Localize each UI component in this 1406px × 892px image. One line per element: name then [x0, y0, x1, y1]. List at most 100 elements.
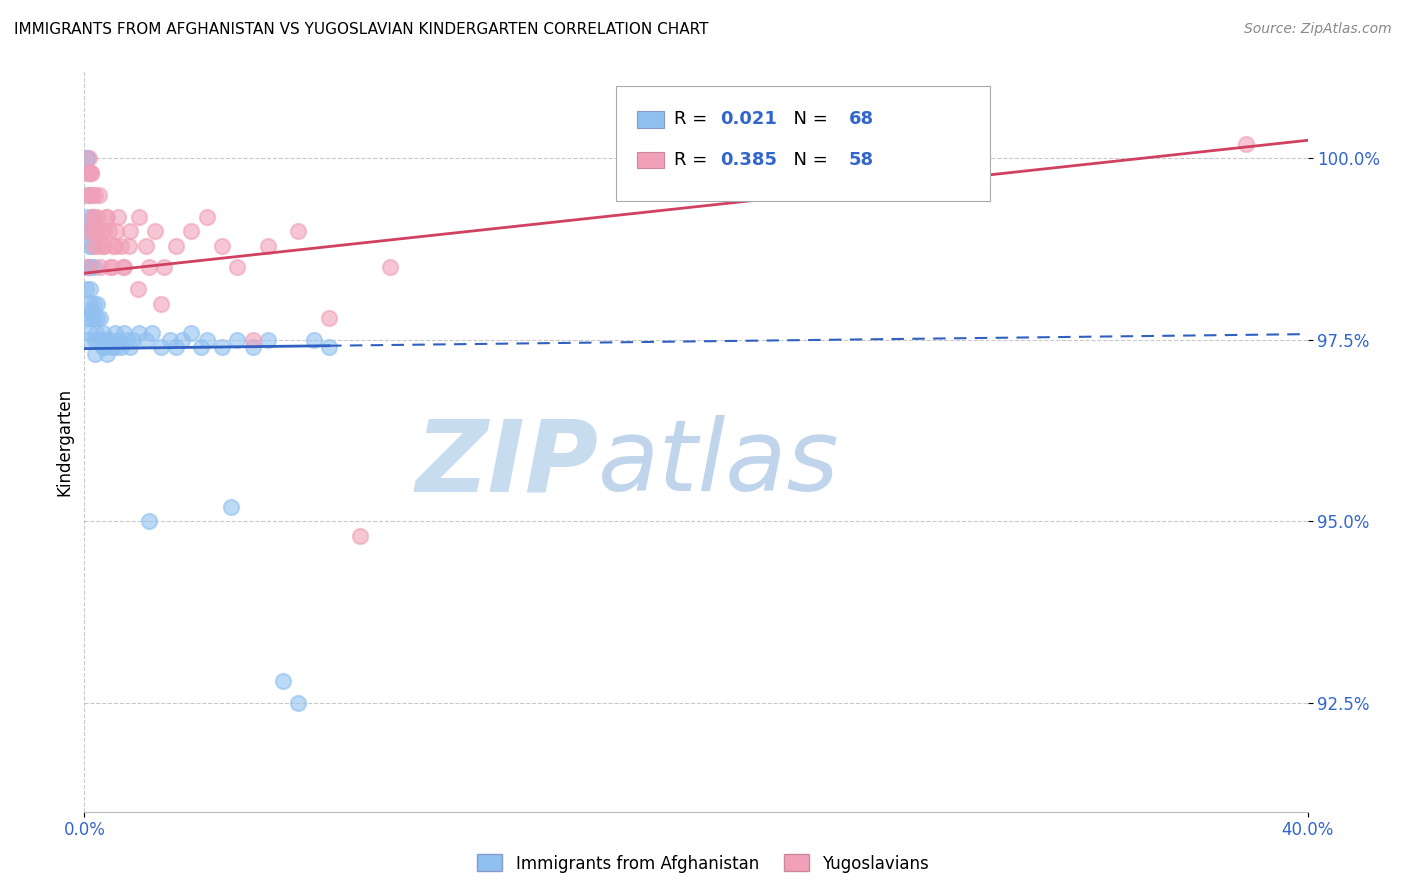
Point	[104, 326, 127, 340]
Point	[79, 282, 101, 296]
Point	[135, 333, 157, 347]
Point	[97, 224, 120, 238]
Text: N =: N =	[782, 152, 834, 169]
Point	[93, 238, 115, 252]
Point	[190, 340, 212, 354]
Point	[257, 238, 280, 252]
Point	[211, 238, 233, 252]
Point	[180, 326, 202, 340]
Point	[86, 296, 108, 310]
Legend: Immigrants from Afghanistan, Yugoslavians: Immigrants from Afghanistan, Yugoslavian…	[471, 847, 935, 880]
Point	[138, 260, 160, 275]
Point	[159, 333, 181, 347]
Text: 68: 68	[849, 111, 875, 128]
Point	[77, 152, 100, 166]
Point	[257, 333, 280, 347]
Point	[172, 333, 194, 347]
Point	[101, 340, 124, 354]
Point	[94, 333, 117, 347]
Point	[226, 333, 249, 347]
Point	[80, 210, 103, 224]
Point	[83, 224, 105, 238]
Point	[77, 187, 100, 202]
Point	[84, 326, 107, 340]
Point	[86, 311, 108, 326]
Point	[87, 238, 110, 252]
Text: atlas: atlas	[598, 416, 839, 512]
Point	[143, 224, 166, 238]
Point	[138, 515, 160, 529]
Point	[83, 296, 105, 310]
Point	[84, 224, 107, 238]
Point	[87, 333, 110, 347]
Point	[76, 187, 98, 202]
Point	[86, 210, 108, 224]
Point	[87, 187, 110, 202]
Point	[76, 152, 98, 166]
Point	[112, 326, 135, 340]
Point	[79, 311, 101, 326]
Point	[128, 210, 150, 224]
Point	[153, 260, 176, 275]
Point	[271, 674, 294, 689]
Point	[79, 166, 101, 180]
FancyBboxPatch shape	[637, 112, 664, 128]
Point	[128, 326, 150, 340]
Text: 58: 58	[849, 152, 875, 169]
Point	[84, 224, 107, 238]
Point	[82, 210, 104, 224]
Point	[219, 500, 242, 514]
Point	[226, 260, 249, 275]
Point	[75, 282, 97, 296]
Point	[79, 187, 101, 202]
Point	[107, 333, 129, 347]
Point	[80, 238, 103, 252]
Point	[76, 152, 98, 166]
Point	[80, 166, 103, 180]
Point	[104, 238, 127, 252]
Text: 0.385: 0.385	[720, 152, 778, 169]
Point	[76, 224, 98, 238]
Text: Source: ZipAtlas.com: Source: ZipAtlas.com	[1244, 22, 1392, 37]
Point	[195, 333, 218, 347]
Point	[93, 224, 115, 238]
Point	[1236, 136, 1258, 151]
Point	[90, 333, 112, 347]
Text: 0.021: 0.021	[720, 111, 778, 128]
Text: N =: N =	[782, 111, 834, 128]
Point	[77, 166, 100, 180]
Point	[91, 326, 114, 340]
Point	[105, 224, 128, 238]
Text: R =: R =	[673, 152, 713, 169]
Point	[84, 333, 107, 347]
Point	[77, 260, 100, 275]
Point	[380, 260, 402, 275]
Point	[96, 210, 118, 224]
Point	[112, 260, 135, 275]
Point	[83, 260, 105, 275]
Point	[75, 311, 97, 326]
Point	[110, 238, 132, 252]
Point	[287, 696, 309, 710]
Point	[75, 333, 97, 347]
Point	[77, 224, 100, 238]
Point	[318, 340, 340, 354]
Point	[127, 282, 149, 296]
Point	[110, 340, 132, 354]
Point	[107, 210, 129, 224]
Point	[98, 260, 121, 275]
Point	[120, 224, 142, 238]
Point	[91, 238, 114, 252]
Point	[77, 210, 100, 224]
Point	[84, 187, 107, 202]
Point	[115, 333, 138, 347]
Point	[91, 340, 114, 354]
Point	[79, 296, 101, 310]
Point	[135, 238, 157, 252]
Point	[242, 333, 264, 347]
Point	[103, 238, 125, 252]
Point	[118, 238, 141, 252]
Point	[141, 326, 163, 340]
Point	[349, 529, 371, 543]
Text: IMMIGRANTS FROM AFGHANISTAN VS YUGOSLAVIAN KINDERGARTEN CORRELATION CHART: IMMIGRANTS FROM AFGHANISTAN VS YUGOSLAVI…	[14, 22, 709, 37]
